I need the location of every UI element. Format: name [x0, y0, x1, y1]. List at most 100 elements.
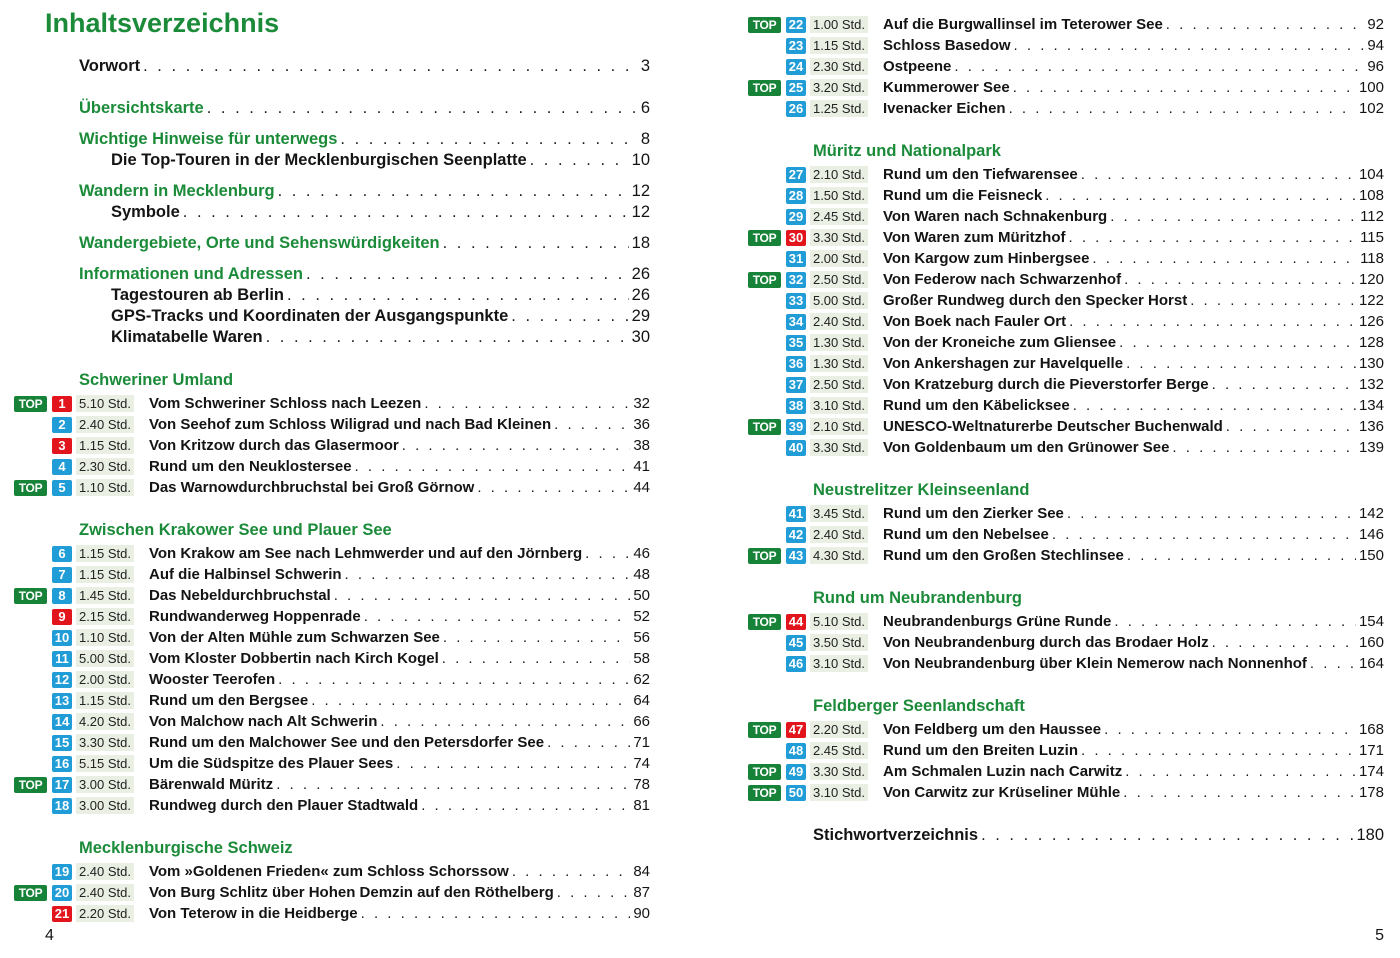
top-badge: TOP	[748, 79, 781, 96]
tour-duration: 3.10 Std.	[810, 397, 868, 414]
front-matter-group: Wichtige Hinweise für unterwegs 8 Die To…	[79, 129, 650, 171]
tour-number-badge: 44	[786, 613, 806, 630]
entry-page-number: 3	[640, 57, 650, 75]
tour-page-number: 178	[1358, 784, 1384, 801]
tour-title: Von Kargow zum Hinbergsee	[883, 250, 1090, 267]
tour-title: Ivenacker Eichen	[883, 100, 1006, 117]
tour-number-badge: 10	[52, 629, 72, 646]
dot-leader	[355, 458, 631, 475]
toc-section: Schweriner Umland TOP 1 5.10 Std. Vom Sc…	[14, 370, 650, 498]
tour-number-badge: 6	[52, 545, 72, 562]
tour-number-badge: 41	[786, 505, 806, 522]
tour-page-number: 122	[1358, 292, 1384, 309]
toc-section: Feldberger Seenlandschaft TOP 47 2.20 St…	[748, 696, 1384, 803]
tour-row: 31 2.00 Std. Von Kargow zum Hinbergsee 1…	[748, 248, 1384, 269]
front-matter-group: Wandern in Mecklenburg 12 Symbole 12	[79, 181, 650, 223]
page-title: Inhaltsverzeichnis	[45, 8, 280, 38]
dot-leader	[443, 629, 630, 646]
tour-row: 21 2.20 Std. Von Teterow in die Heidberg…	[14, 903, 650, 924]
tour-page-number: 81	[633, 797, 650, 814]
tour-number-badge: 3	[52, 437, 72, 454]
dot-leader	[380, 713, 630, 730]
tour-duration: 1.15 Std.	[76, 566, 134, 583]
dot-leader	[396, 755, 630, 772]
tour-duration: 5.00 Std.	[76, 650, 134, 667]
entry-label: Wandergebiete, Orte und Sehenswürdigkeit…	[79, 234, 440, 252]
tour-duration: 2.40 Std.	[810, 313, 868, 330]
tour-row: 10 1.10 Std. Von der Alten Mühle zum Sch…	[14, 627, 650, 648]
top-badge: TOP	[748, 418, 781, 435]
section-heading: Müritz und Nationalpark	[813, 142, 1001, 160]
dot-leader	[306, 264, 629, 285]
folio-page-number-left: 4	[45, 927, 54, 944]
entry-label: Die Top-Touren in der Mecklenburgischen …	[111, 151, 527, 169]
frontmatter-entry: Tagestouren ab Berlin 26	[79, 285, 650, 306]
tour-title: Von der Alten Mühle zum Schwarzen See	[149, 629, 440, 646]
tour-page-number: 164	[1358, 655, 1384, 672]
tour-duration: 1.45 Std.	[76, 587, 134, 604]
tour-number-badge: 50	[786, 784, 806, 801]
tour-page-number: 130	[1358, 355, 1384, 372]
tour-duration: 1.30 Std.	[810, 355, 868, 372]
tour-page-number: 44	[633, 479, 650, 496]
tour-row: TOP 22 1.00 Std. Auf die Burgwallinsel i…	[748, 14, 1384, 35]
dot-leader	[442, 650, 631, 667]
tour-page-number: 58	[633, 650, 650, 667]
tour-page-number: 94	[1367, 37, 1384, 54]
tour-page-number: 146	[1358, 526, 1384, 543]
tour-row: 15 3.30 Std. Rund um den Malchower See u…	[14, 732, 650, 753]
tour-number-badge: 9	[52, 608, 72, 625]
toc-section: Zwischen Krakower See und Plauer See 6 1…	[14, 520, 650, 816]
right-page-column: TOP 22 1.00 Std. Auf die Burgwallinsel i…	[748, 0, 1384, 846]
tour-row: 24 2.30 Std. Ostpeene 96	[748, 56, 1384, 77]
toc-section: Müritz und Nationalpark 27 2.10 Std. Run…	[748, 141, 1384, 458]
dot-leader	[1166, 16, 1365, 33]
section-heading: Feldberger Seenlandschaft	[813, 697, 1025, 715]
tour-duration: 1.50 Std.	[810, 187, 868, 204]
tour-title: Rund um den Zierker See	[883, 505, 1064, 522]
front-matter-group: Vorwort 3	[79, 56, 650, 77]
tour-duration: 1.15 Std.	[76, 545, 134, 562]
tour-number-badge: 8	[52, 587, 72, 604]
entry-page-number: 29	[631, 307, 650, 325]
tour-duration: 3.30 Std.	[810, 439, 868, 456]
entry-label: GPS-Tracks und Koordinaten der Ausgangsp…	[111, 307, 509, 325]
dot-leader	[954, 58, 1364, 75]
tour-duration: 3.20 Std.	[810, 79, 868, 96]
tour-row: TOP 32 2.50 Std. Von Federow nach Schwar…	[748, 269, 1384, 290]
dot-leader	[266, 327, 629, 348]
tour-duration: 2.45 Std.	[810, 208, 868, 225]
dot-leader	[1013, 79, 1356, 96]
tour-title: Von Federow nach Schwarzenhof	[883, 271, 1122, 288]
tour-page-number: 142	[1358, 505, 1384, 522]
tour-title: Von Krakow am See nach Lehmwerder und au…	[149, 545, 583, 562]
entry-page-number: 8	[640, 130, 650, 148]
dot-leader	[402, 437, 631, 454]
tour-page-number: 160	[1358, 634, 1384, 651]
tour-row: 14 4.20 Std. Von Malchow nach Alt Schwer…	[14, 711, 650, 732]
front-matter: Vorwort 3 Übersichtskarte 6 Wichtige Hin…	[79, 56, 650, 348]
dot-leader	[530, 150, 629, 171]
tour-page-number: 126	[1358, 313, 1384, 330]
front-matter-group: Übersichtskarte 6	[79, 98, 650, 119]
tour-title: Auf die Halbinsel Schwerin	[149, 566, 342, 583]
tour-row: 11 5.00 Std. Vom Kloster Dobbertin nach …	[14, 648, 650, 669]
entry-page-number: 180	[1356, 826, 1384, 844]
tour-row: 4 2.30 Std. Rund um den Neuklostersee 41	[14, 456, 650, 477]
entry-label: Vorwort	[79, 57, 141, 75]
tour-number-badge: 7	[52, 566, 72, 583]
tour-page-number: 115	[1360, 229, 1384, 246]
tour-duration: 2.40 Std.	[76, 884, 134, 901]
tour-title: Rund um den Bergsee	[149, 692, 309, 709]
frontmatter-entry: GPS-Tracks und Koordinaten der Ausgangsp…	[79, 306, 650, 327]
tour-number-badge: 16	[52, 755, 72, 772]
tour-title: Schloss Basedow	[883, 37, 1011, 54]
frontmatter-entry: Vorwort 3	[79, 56, 650, 77]
tour-page-number: 50	[633, 587, 650, 604]
tour-duration: 1.00 Std.	[810, 16, 868, 33]
dot-leader	[1212, 376, 1356, 393]
tour-title: Rund um den Nebelsee	[883, 526, 1049, 543]
top-badge: TOP	[748, 721, 781, 738]
tour-duration: 5.10 Std.	[76, 395, 134, 412]
tour-row: 23 1.15 Std. Schloss Basedow 94	[748, 35, 1384, 56]
